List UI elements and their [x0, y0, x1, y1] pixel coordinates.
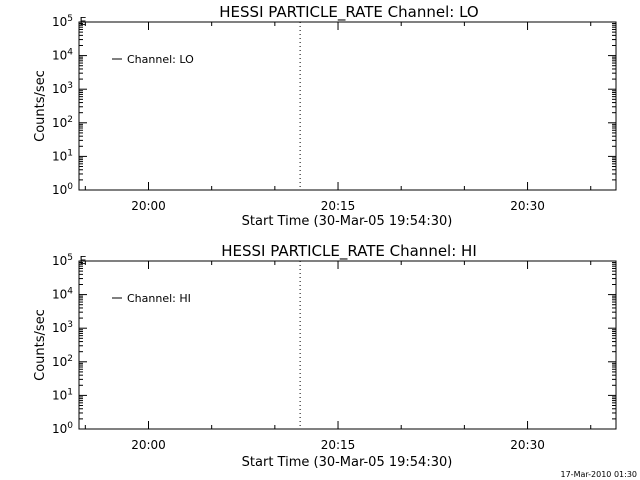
x-tick-label: 20:15 [321, 199, 356, 213]
y-tick-label: 103 [52, 81, 73, 96]
y-tick-label: 105 [52, 14, 73, 29]
x-tick-label: 20:00 [131, 199, 166, 213]
x-tick-label: 20:00 [131, 438, 166, 452]
chart-panel-hi: HESSI PARTICLE_RATE Channel: HI ESE 1001… [33, 242, 617, 470]
y-axis: 100 101 102 103 104 105 [52, 253, 616, 436]
x-tick-label: 20:15 [321, 438, 356, 452]
event-markers: ESE [78, 15, 301, 190]
event-markers: ESE [78, 254, 301, 429]
footer-timestamp: 17-Mar-2010 01:30 [561, 470, 638, 479]
chart-title: HESSI PARTICLE_RATE Channel: HI [221, 242, 477, 261]
y-tick-label: 100 [52, 182, 73, 197]
y-tick-label: 102 [52, 115, 73, 130]
x-tick-label: 20:30 [510, 199, 545, 213]
y-axis: 100 101 102 103 104 105 [52, 14, 616, 197]
y-tick-label: 102 [52, 354, 73, 369]
y-tick-label: 103 [52, 320, 73, 335]
x-tick-label: 20:30 [510, 438, 545, 452]
x-axis-label: Start Time (30-Mar-05 19:54:30) [242, 214, 453, 229]
y-tick-label: 105 [52, 253, 73, 268]
legend-label: Channel: LO [127, 53, 194, 66]
y-tick-label: 101 [52, 148, 73, 163]
legend-label: Channel: HI [127, 292, 191, 305]
legend: Channel: HI [112, 292, 191, 305]
legend: Channel: LO [112, 53, 194, 66]
chart-title: HESSI PARTICLE_RATE Channel: LO [219, 3, 478, 22]
y-tick-label: 104 [52, 48, 73, 63]
y-tick-label: 104 [52, 287, 73, 302]
plot-frame [78, 260, 617, 430]
y-tick-label: 100 [52, 421, 73, 436]
chart-panel-lo: HESSI PARTICLE_RATE Channel: LO ESE 1001… [33, 3, 617, 229]
x-axis-label: Start Time (30-Mar-05 19:54:30) [242, 455, 453, 470]
y-tick-label: 101 [52, 387, 73, 402]
plot-frame [78, 21, 617, 191]
y-axis-label: Counts/sec [33, 309, 48, 381]
y-axis-label: Counts/sec [33, 70, 48, 142]
